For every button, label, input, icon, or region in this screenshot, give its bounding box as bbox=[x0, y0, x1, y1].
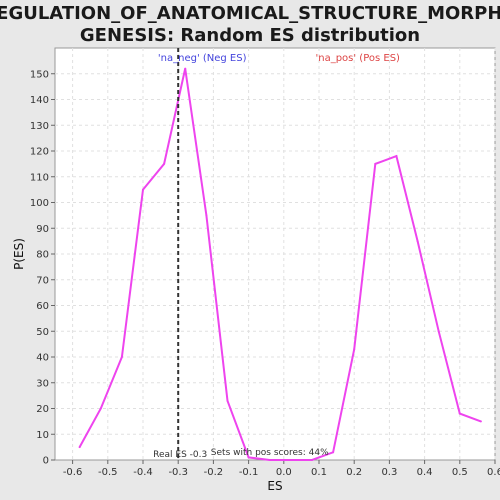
pos-es-label: 'na_pos' (Pos ES) bbox=[315, 53, 400, 64]
y-tick-label: 80 bbox=[36, 250, 49, 261]
data-point bbox=[247, 456, 250, 459]
x-tick-label: -0.1 bbox=[239, 467, 259, 478]
data-point bbox=[458, 412, 461, 415]
data-point bbox=[332, 451, 335, 454]
data-point bbox=[479, 420, 482, 423]
x-tick-label: -0.4 bbox=[133, 467, 153, 478]
data-point bbox=[142, 188, 144, 191]
x-tick-label: 0.4 bbox=[417, 467, 433, 478]
data-point bbox=[226, 399, 229, 402]
y-tick-label: 110 bbox=[30, 172, 49, 183]
data-point bbox=[395, 155, 398, 158]
chart-title-line-1: REGULATION_OF_ANATOMICAL_STRUCTURE_MORPH… bbox=[0, 3, 500, 24]
data-point bbox=[353, 348, 356, 351]
y-tick-label: 130 bbox=[30, 121, 49, 132]
y-tick-label: 150 bbox=[30, 69, 49, 80]
y-tick-label: 0 bbox=[43, 456, 49, 467]
y-tick-label: 90 bbox=[36, 224, 49, 235]
y-tick-label: 70 bbox=[36, 275, 49, 286]
x-axis-ticks: -0.6 -0.5 -0.4 -0.3 -0.2 -0.1 0.0 0.1 0.2 0.3 0.4 0… bbox=[63, 460, 500, 478]
data-point bbox=[289, 459, 292, 461]
y-tick-label: 50 bbox=[36, 327, 49, 338]
data-point bbox=[99, 407, 102, 410]
x-tick-label: 0.0 bbox=[276, 467, 292, 478]
chart-title-line-2: GENESIS: Random ES distribution bbox=[80, 25, 420, 46]
es-distribution-line bbox=[78, 68, 482, 461]
x-tick-label: -0.6 bbox=[63, 467, 83, 478]
data-point bbox=[374, 162, 377, 165]
x-tick-label: 0.5 bbox=[452, 467, 468, 478]
data-point bbox=[120, 356, 123, 358]
y-tick-label: 140 bbox=[30, 95, 49, 106]
data-point bbox=[78, 446, 81, 449]
y-tick-label: 30 bbox=[36, 378, 49, 389]
x-tick-label: 0.6 bbox=[487, 467, 500, 478]
data-point bbox=[184, 67, 187, 70]
sets-with-pos-scores-label: Sets with pos scores: 44% bbox=[211, 448, 329, 458]
y-tick-label: 60 bbox=[36, 301, 49, 312]
data-point bbox=[268, 459, 271, 461]
x-tick-label: -0.3 bbox=[168, 467, 188, 478]
data-point bbox=[416, 240, 419, 243]
real-es-label: Real ES -0.3 bbox=[153, 450, 207, 460]
x-tick-label: -0.2 bbox=[204, 467, 224, 478]
grid-lines bbox=[55, 48, 496, 460]
data-point bbox=[437, 330, 440, 333]
y-axis-ticks: 0 10 20 30 40 50 60 70 80 90 100 110 120 130 140 150 bbox=[30, 69, 55, 467]
y-tick-label: 10 bbox=[36, 430, 49, 441]
x-axis-label: ES bbox=[267, 479, 282, 493]
y-tick-label: 40 bbox=[36, 353, 49, 364]
data-point bbox=[205, 214, 208, 217]
y-axis-label: P(ES) bbox=[12, 238, 26, 270]
data-points bbox=[78, 67, 482, 461]
x-tick-label: -0.5 bbox=[98, 467, 118, 478]
data-point bbox=[163, 162, 166, 165]
x-tick-label: 0.3 bbox=[381, 467, 397, 478]
y-tick-label: 100 bbox=[30, 198, 49, 209]
neg-es-label: 'na_neg' (Neg ES) bbox=[158, 53, 247, 64]
y-tick-label: 20 bbox=[36, 404, 49, 415]
data-point bbox=[310, 459, 313, 461]
x-tick-label: 0.2 bbox=[346, 467, 362, 478]
x-tick-label: 0.1 bbox=[311, 467, 327, 478]
y-tick-label: 120 bbox=[30, 147, 49, 158]
